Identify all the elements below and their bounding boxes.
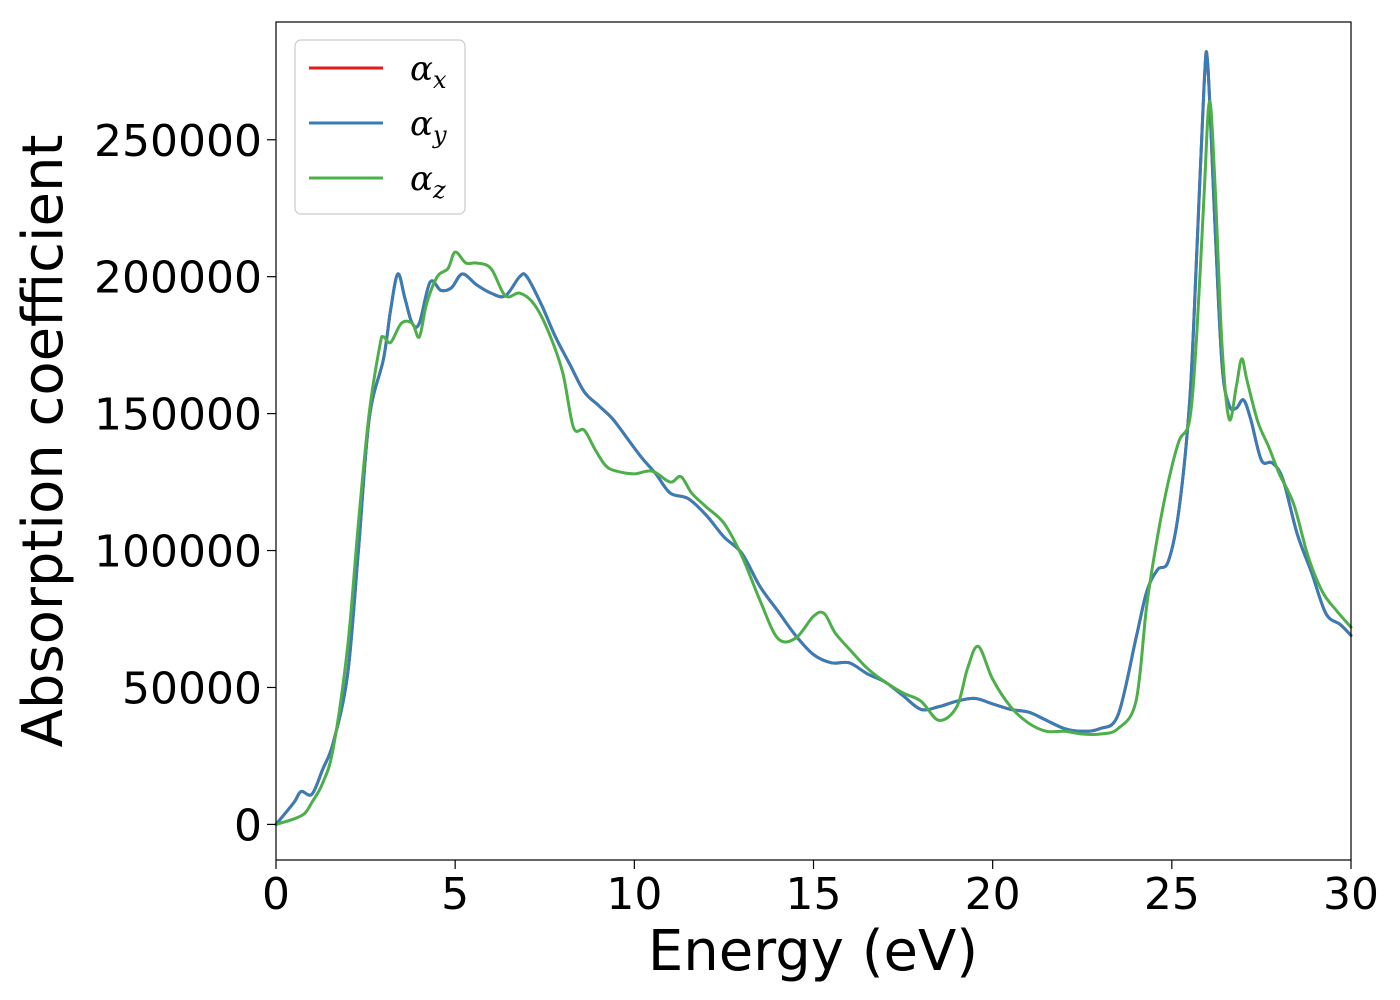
x-tick-label: 10 <box>606 869 662 920</box>
x-tick-label: 25 <box>1144 869 1200 920</box>
x-axis: 0 5 10 15 20 25 30 <box>262 860 1379 920</box>
plot-lines <box>274 50 1353 826</box>
y-tick-label: 250000 <box>94 116 262 167</box>
y-axis-label: Absorption coefficient <box>11 135 76 748</box>
series-line-z <box>274 99 1353 826</box>
x-axis-label: Energy (eV) <box>648 919 978 984</box>
y-tick-label: 150000 <box>94 390 262 441</box>
y-tick-label: 200000 <box>94 253 262 304</box>
x-tick-label: 0 <box>262 869 290 920</box>
y-tick-label: 0 <box>234 800 262 851</box>
y-tick-label: 100000 <box>94 527 262 578</box>
x-tick-label: 20 <box>965 869 1021 920</box>
y-tick-label: 50000 <box>122 663 262 714</box>
legend-box <box>294 39 466 215</box>
legend-label-y: αy <box>410 104 447 149</box>
x-tick-label: 30 <box>1323 869 1379 920</box>
x-tick-label: 15 <box>786 869 842 920</box>
legend-label-x: αx <box>410 49 447 94</box>
legend: αx αy αz <box>294 39 466 215</box>
y-axis: 0 50000 100000 150000 200000 250000 <box>94 116 276 851</box>
legend-label-z: αz <box>410 159 446 204</box>
x-tick-label: 5 <box>441 869 469 920</box>
